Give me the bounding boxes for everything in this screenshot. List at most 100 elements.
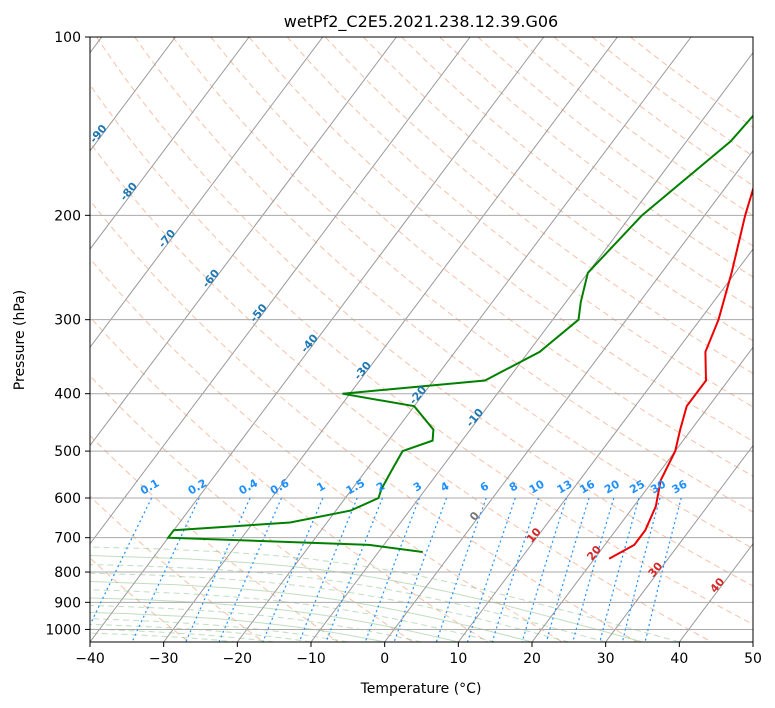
mixing-ratio-line bbox=[364, 497, 420, 642]
isotherm-label: 40 bbox=[708, 575, 728, 595]
grid-layer bbox=[0, 37, 775, 642]
x-axis: −40 −30 −20 −10 0 10 20 30 40 50 bbox=[75, 642, 762, 667]
mixing-ratio-line bbox=[521, 497, 567, 642]
x-axis-title: Temperature (°C) bbox=[360, 681, 482, 697]
y-tick-label: 700 bbox=[54, 531, 81, 547]
x-tick-label: −10 bbox=[296, 651, 326, 667]
isotherm-line bbox=[236, 37, 692, 642]
dry-adiabat bbox=[477, 37, 753, 247]
mixing-ratio-label: 13 bbox=[555, 478, 575, 497]
moist-adiabat bbox=[90, 618, 348, 642]
dry-adiabat bbox=[96, 37, 753, 587]
isotherm-line bbox=[90, 37, 545, 642]
dry-adiabat bbox=[134, 37, 753, 550]
y-tick-label: 300 bbox=[54, 313, 81, 329]
isotherm-label: -10 bbox=[463, 406, 486, 430]
x-tick-label: 30 bbox=[597, 651, 615, 667]
mixing-ratio-line bbox=[491, 497, 540, 642]
isotherm-line bbox=[457, 248, 753, 642]
isotherm-line bbox=[90, 37, 176, 152]
dry-adiabat bbox=[90, 557, 190, 642]
dry-adiabat bbox=[90, 84, 753, 625]
mixing-ratio-label: 1.5 bbox=[344, 476, 367, 497]
isotherm-line bbox=[752, 641, 753, 642]
x-tick-label: −40 bbox=[75, 651, 105, 667]
dry-adiabat bbox=[439, 37, 753, 278]
x-tick-label: 10 bbox=[449, 651, 467, 667]
mixing-ratio-line bbox=[572, 497, 615, 642]
dry-adiabat bbox=[363, 37, 753, 342]
isotherm-line bbox=[90, 37, 324, 349]
moist-adiabat bbox=[90, 589, 496, 642]
isotherm-label: -80 bbox=[117, 180, 140, 204]
dry-adiabat bbox=[90, 142, 712, 642]
isotherm-line bbox=[605, 444, 753, 642]
mixing-ratio-label: 8 bbox=[507, 479, 520, 494]
y-tick-label: 900 bbox=[54, 595, 81, 611]
dry-adiabat bbox=[90, 316, 488, 642]
isotherm-label: 30 bbox=[646, 559, 666, 579]
mixing-ratio-line bbox=[644, 497, 682, 642]
dry-adiabat bbox=[172, 37, 753, 513]
mixing-ratio-label: 0.4 bbox=[237, 476, 261, 497]
mixing-ratio-line bbox=[131, 497, 200, 642]
dry-adiabat bbox=[324, 37, 753, 375]
mixing-ratio-label: 30 bbox=[648, 477, 668, 496]
isotherm-line bbox=[310, 51, 753, 642]
mixing-ratio-line bbox=[545, 497, 590, 642]
y-tick-label: 400 bbox=[54, 387, 81, 403]
temperature-profile bbox=[608, 185, 753, 560]
y-tick-label: 200 bbox=[54, 208, 81, 224]
mixing-ratio-line bbox=[90, 497, 153, 627]
mixing-ratio-line bbox=[185, 497, 251, 642]
dry-adiabat bbox=[90, 375, 414, 642]
mixing-ratio-label: 3 bbox=[411, 479, 424, 494]
y-axis-title: Pressure (hPa) bbox=[12, 290, 28, 390]
x-tick-label: −30 bbox=[149, 651, 179, 667]
moist-adiabat bbox=[90, 572, 569, 642]
moist-adiabat bbox=[0, 545, 775, 642]
profile-layer bbox=[166, 114, 753, 560]
x-tick-label: 0 bbox=[380, 651, 389, 667]
x-tick-label: −20 bbox=[223, 651, 253, 667]
mixing-ratio-line bbox=[218, 497, 283, 642]
isotherm-line bbox=[678, 542, 753, 642]
isotherm-line bbox=[384, 150, 753, 642]
dry-adiabat bbox=[90, 199, 638, 642]
y-tick-label: 800 bbox=[54, 565, 81, 581]
mixing-ratio-label: 25 bbox=[627, 478, 647, 497]
x-tick-label: 50 bbox=[744, 651, 762, 667]
isotherm-line bbox=[90, 37, 397, 447]
mixing-ratio-line bbox=[599, 497, 640, 642]
mixing-ratio-label: 20 bbox=[602, 477, 622, 496]
moist-adiabat bbox=[90, 628, 275, 642]
isotherm-label: 0 bbox=[467, 509, 482, 523]
mixing-ratio-label: 36 bbox=[670, 477, 690, 496]
moist-adiabat bbox=[90, 546, 680, 642]
dewpoint-profile bbox=[166, 114, 753, 553]
mixing-ratio-label: 6 bbox=[478, 479, 491, 494]
mixing-ratio-line bbox=[435, 497, 487, 642]
mixing-ratio-label: 0.2 bbox=[186, 476, 209, 497]
mixing-ratio-line bbox=[466, 497, 516, 642]
dry-adiabat bbox=[286, 37, 753, 408]
dry-adiabat bbox=[90, 257, 563, 642]
mixing-ratio-line bbox=[262, 497, 324, 642]
isotherm-line bbox=[531, 346, 753, 642]
y-tick-label: 1000 bbox=[45, 622, 81, 638]
mixing-ratio-label: 0.1 bbox=[138, 476, 161, 497]
dry-adiabat bbox=[90, 495, 264, 642]
isotherm-label: -70 bbox=[156, 227, 179, 251]
plot-frame bbox=[89, 36, 754, 643]
moist-adiabat bbox=[90, 632, 238, 642]
isotherm-label: -60 bbox=[199, 267, 222, 291]
x-tick-label: 40 bbox=[670, 651, 688, 667]
y-tick-label: 500 bbox=[54, 444, 81, 460]
isotherm-line bbox=[90, 37, 250, 250]
isotherm-label: -50 bbox=[247, 301, 270, 325]
y-tick-label: 100 bbox=[54, 30, 81, 46]
isotherm-label: -40 bbox=[298, 331, 321, 355]
mixing-ratio-label: 0.6 bbox=[268, 476, 292, 497]
mixing-ratio-line bbox=[621, 497, 661, 642]
